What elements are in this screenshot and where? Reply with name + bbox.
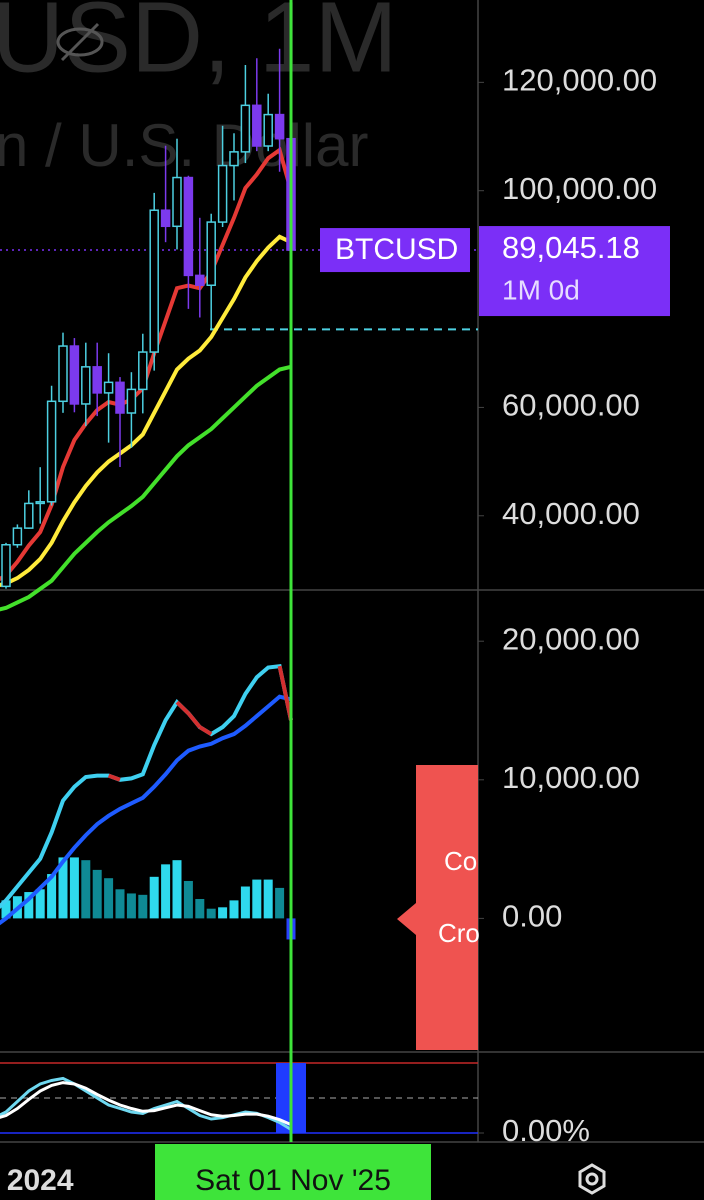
histogram-bar <box>252 879 262 919</box>
histogram-bar <box>206 908 216 919</box>
y-tick-label: 20,000.00 <box>502 621 640 656</box>
line <box>0 234 292 587</box>
candle-body <box>206 221 216 286</box>
histogram-bar <box>275 887 285 919</box>
histogram-bar <box>263 879 273 919</box>
eye <box>56 27 104 57</box>
line <box>0 663 293 910</box>
crosshair-label: Sat 01 Nov '25 <box>195 1164 391 1197</box>
candle-body <box>252 104 262 147</box>
candle-body <box>92 366 102 394</box>
histogram-bar <box>183 880 193 919</box>
y-tick-label: 10,000.00 <box>502 760 640 795</box>
line <box>0 364 292 612</box>
histogram-bar <box>1 900 11 919</box>
y-tick-label: 0.00 <box>502 899 562 934</box>
falling-segment <box>277 665 293 721</box>
y-tick-label: 100,000.00 <box>502 171 657 206</box>
candle-body <box>1 544 11 588</box>
histogram-bar <box>92 869 102 919</box>
histogram-bar <box>138 894 148 919</box>
candle-body <box>274 113 285 140</box>
candle-body <box>126 388 137 414</box>
candle-body <box>103 381 114 394</box>
candle-body <box>12 527 23 546</box>
candle-body <box>46 400 57 503</box>
price-tag <box>320 228 470 273</box>
histogram-bar <box>218 907 228 919</box>
falling-segment <box>175 700 190 715</box>
candle-body <box>183 176 194 277</box>
histogram-bar <box>195 898 205 919</box>
line <box>0 146 293 582</box>
falling-segment <box>107 773 121 782</box>
candle-body <box>149 209 159 353</box>
axis-price: 89,045.18 <box>502 230 640 265</box>
dot <box>585 1172 599 1186</box>
falling-segment <box>186 712 202 729</box>
crosshair-label-box <box>155 1144 431 1200</box>
y-tick-label: 0.00% <box>502 1113 590 1148</box>
candle-body <box>229 151 239 167</box>
histogram-bar <box>69 857 79 919</box>
histogram-bar <box>24 892 34 919</box>
candle-body <box>263 113 273 147</box>
y-tick-label: 120,000.00 <box>502 63 657 98</box>
price-tag-symbol: BTCUSD <box>335 233 458 266</box>
settings-icon[interactable] <box>578 1163 606 1195</box>
histogram-bar <box>161 864 171 919</box>
candle-body <box>35 501 45 505</box>
candle-body <box>81 366 91 405</box>
eye-slash <box>60 22 100 62</box>
hide-icon[interactable] <box>56 22 104 62</box>
histogram-bar <box>149 876 159 919</box>
x-tick-label: 2024 <box>7 1164 74 1197</box>
y-tick-label: 60,000.00 <box>502 388 640 423</box>
histogram-bar <box>115 889 125 919</box>
histogram-bar <box>229 900 239 919</box>
line <box>0 694 292 926</box>
line <box>0 1081 292 1126</box>
candle-body <box>69 345 80 405</box>
tooltip-text: Co <box>444 846 477 876</box>
falling-segment <box>198 725 213 736</box>
histogram-bar <box>240 886 250 919</box>
candle-body <box>195 274 205 286</box>
tooltip-box <box>397 765 478 1050</box>
histogram-bar <box>35 889 45 919</box>
candle-body <box>138 351 148 391</box>
description-watermark: n / U.S. Dollar <box>0 112 368 179</box>
histogram-bar <box>172 860 182 919</box>
candle-body <box>24 502 34 529</box>
tooltip-text: Cro <box>438 918 480 948</box>
histogram-bar <box>104 878 114 919</box>
candle-body <box>160 209 171 228</box>
axis-price-tag <box>479 226 670 317</box>
candle-body <box>172 176 182 228</box>
hexagon <box>578 1163 606 1195</box>
candle-body <box>115 381 125 414</box>
y-tick-label: 40,000.00 <box>502 496 640 531</box>
histogram-bar <box>58 857 68 919</box>
symbol-watermark: USD, 1M <box>0 0 398 93</box>
histogram-bar <box>81 860 91 919</box>
countdown: 1M 0d <box>502 274 580 305</box>
candle-body <box>240 104 251 153</box>
histogram-bar <box>126 893 136 919</box>
candle-body <box>217 164 228 223</box>
candle-body <box>58 345 68 403</box>
histogram-bar <box>47 874 57 919</box>
